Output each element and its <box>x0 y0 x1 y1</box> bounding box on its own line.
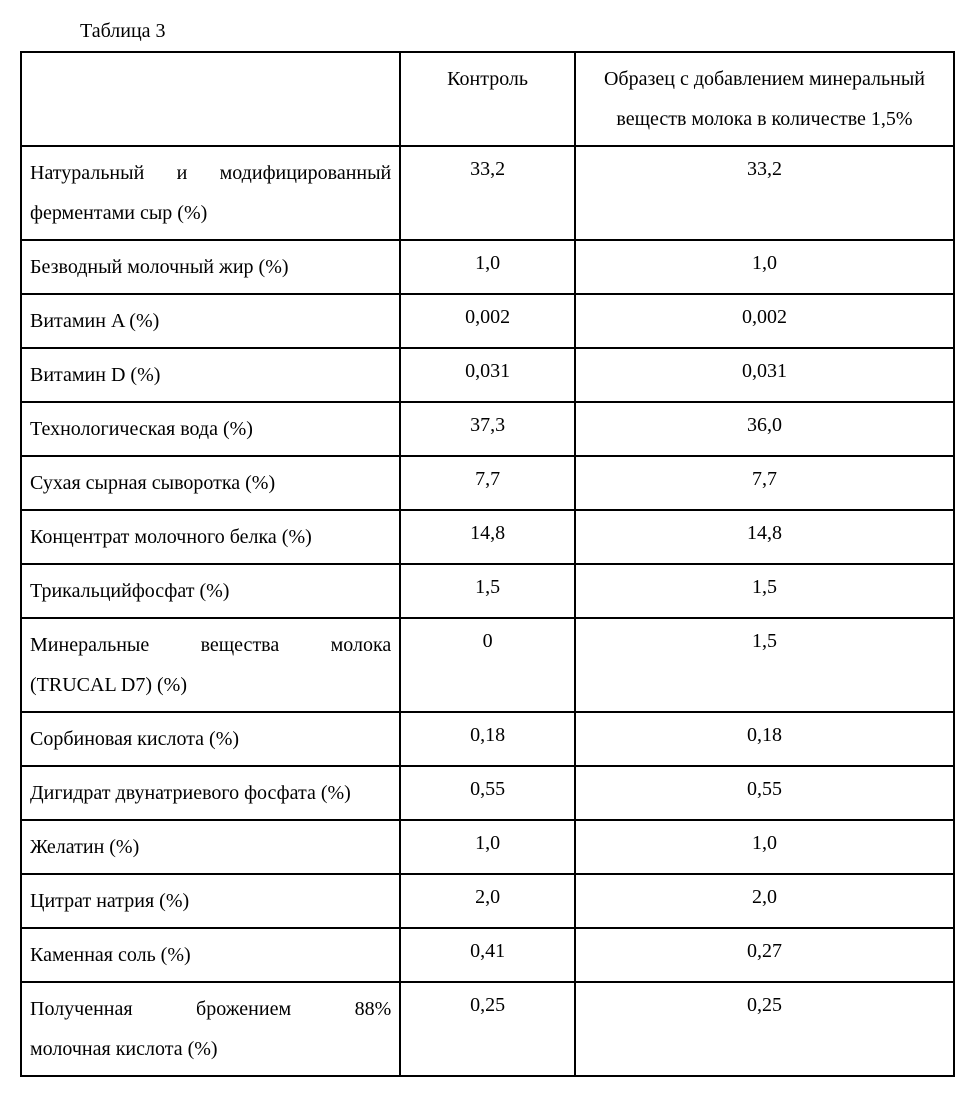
table-row: Цитрат натрия (%)2,02,0 <box>21 874 954 928</box>
header-control: Контроль <box>400 52 575 146</box>
row-label: Каменная соль (%) <box>21 928 400 982</box>
row-sample-value: 1,5 <box>575 564 954 618</box>
row-label: Цитрат натрия (%) <box>21 874 400 928</box>
table-row: Концентрат молочного белка (%)14,814,8 <box>21 510 954 564</box>
header-blank <box>21 52 400 146</box>
row-control-value: 14,8 <box>400 510 575 564</box>
header-sample: Образец с добавлением минеральный вещест… <box>575 52 954 146</box>
row-control-value: 37,3 <box>400 402 575 456</box>
table-row: Желатин (%)1,01,0 <box>21 820 954 874</box>
row-control-value: 0,25 <box>400 982 575 1076</box>
row-label: Витамин A (%) <box>21 294 400 348</box>
row-control-value: 0 <box>400 618 575 712</box>
row-control-value: 0,55 <box>400 766 575 820</box>
row-sample-value: 33,2 <box>575 146 954 240</box>
table-row: Трикальцийфосфат (%)1,51,5 <box>21 564 954 618</box>
table-row: Натуральный и модифицированныйферментами… <box>21 146 954 240</box>
row-sample-value: 36,0 <box>575 402 954 456</box>
row-control-value: 0,18 <box>400 712 575 766</box>
table-row: Сорбиновая кислота (%)0,180,18 <box>21 712 954 766</box>
row-label: Сорбиновая кислота (%) <box>21 712 400 766</box>
row-sample-value: 2,0 <box>575 874 954 928</box>
row-control-value: 2,0 <box>400 874 575 928</box>
row-label: Витамин D (%) <box>21 348 400 402</box>
table-row: Витамин D (%)0,0310,031 <box>21 348 954 402</box>
row-control-value: 0,031 <box>400 348 575 402</box>
data-table: Контроль Образец с добавлением минеральн… <box>20 51 955 1077</box>
row-label: Полученная брожением 88%молочная кислота… <box>21 982 400 1076</box>
row-sample-value: 14,8 <box>575 510 954 564</box>
row-control-value: 33,2 <box>400 146 575 240</box>
row-control-value: 1,0 <box>400 240 575 294</box>
row-control-value: 0,41 <box>400 928 575 982</box>
row-sample-value: 1,0 <box>575 820 954 874</box>
row-label: Минеральные вещества молока(TRUCAL D7) (… <box>21 618 400 712</box>
row-sample-value: 0,55 <box>575 766 954 820</box>
table-row: Дигидрат двунатриевого фосфата (%)0,550,… <box>21 766 954 820</box>
row-sample-value: 0,002 <box>575 294 954 348</box>
table-header-row: Контроль Образец с добавлением минеральн… <box>21 52 954 146</box>
row-label: Безводный молочный жир (%) <box>21 240 400 294</box>
table-row: Полученная брожением 88%молочная кислота… <box>21 982 954 1076</box>
table-row: Минеральные вещества молока(TRUCAL D7) (… <box>21 618 954 712</box>
row-label: Желатин (%) <box>21 820 400 874</box>
row-sample-value: 1,5 <box>575 618 954 712</box>
table-row: Сухая сырная сыворотка (%)7,77,7 <box>21 456 954 510</box>
row-sample-value: 0,18 <box>575 712 954 766</box>
row-control-value: 0,002 <box>400 294 575 348</box>
table-row: Безводный молочный жир (%)1,01,0 <box>21 240 954 294</box>
table-caption: Таблица 3 <box>80 20 947 43</box>
table-row: Каменная соль (%)0,410,27 <box>21 928 954 982</box>
row-sample-value: 1,0 <box>575 240 954 294</box>
row-label: Концентрат молочного белка (%) <box>21 510 400 564</box>
table-body: Натуральный и модифицированныйферментами… <box>21 146 954 1076</box>
row-label: Натуральный и модифицированныйферментами… <box>21 146 400 240</box>
row-label: Дигидрат двунатриевого фосфата (%) <box>21 766 400 820</box>
row-label: Сухая сырная сыворотка (%) <box>21 456 400 510</box>
table-row: Технологическая вода (%)37,336,0 <box>21 402 954 456</box>
row-sample-value: 0,25 <box>575 982 954 1076</box>
row-control-value: 1,5 <box>400 564 575 618</box>
row-label: Технологическая вода (%) <box>21 402 400 456</box>
row-label: Трикальцийфосфат (%) <box>21 564 400 618</box>
table-row: Витамин A (%)0,0020,002 <box>21 294 954 348</box>
row-sample-value: 0,27 <box>575 928 954 982</box>
row-control-value: 7,7 <box>400 456 575 510</box>
row-control-value: 1,0 <box>400 820 575 874</box>
row-sample-value: 7,7 <box>575 456 954 510</box>
row-sample-value: 0,031 <box>575 348 954 402</box>
